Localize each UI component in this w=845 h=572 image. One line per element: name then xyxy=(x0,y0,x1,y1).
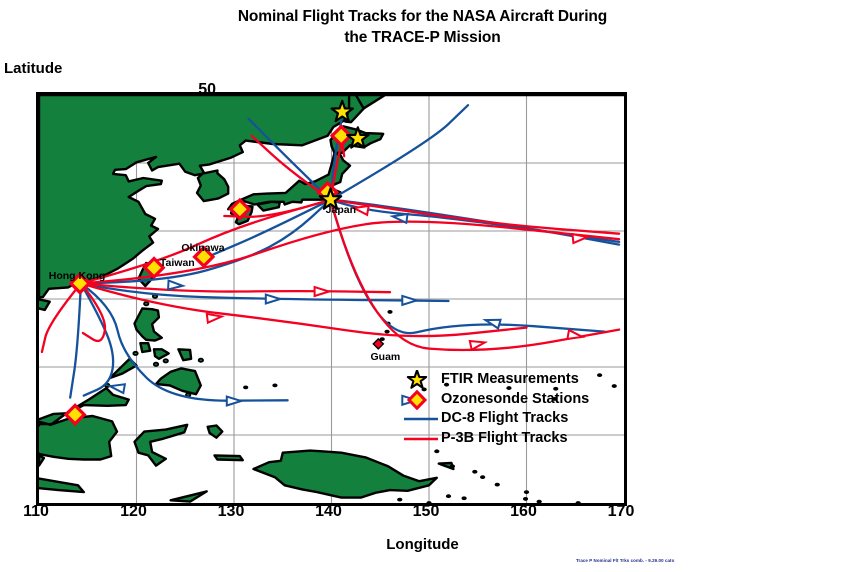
ozonesonde-station-marker xyxy=(142,256,166,280)
track-direction-arrow-icon xyxy=(167,279,187,291)
map-canvas: Japan Okinawa Taiwan Hong Kong Guam xyxy=(39,95,624,503)
y-axis-label: Latitude xyxy=(4,60,63,77)
legend-item: Ozonesonde Stations xyxy=(404,389,604,410)
map-plot-area: Japan Okinawa Taiwan Hong Kong Guam xyxy=(36,92,627,506)
track-direction-arrow-icon xyxy=(106,383,127,395)
credit-note: Trace P Nominal Flt Trks comb. - 9.29.00… xyxy=(576,558,675,563)
ozonesonde-station-marker xyxy=(68,271,92,295)
x-tick-120: 120 xyxy=(120,503,147,520)
ozonesonde-station-marker xyxy=(329,124,353,148)
ftir-measurement-marker xyxy=(330,99,354,123)
x-tick-110: 110 xyxy=(23,503,49,520)
station-markers-group xyxy=(63,99,385,427)
flight-track xyxy=(79,282,289,402)
flight-track xyxy=(247,117,332,201)
x-tick-140: 140 xyxy=(315,503,342,520)
legend-label: Ozonesonde Stations xyxy=(441,390,590,407)
star-icon xyxy=(404,370,438,390)
flight-track xyxy=(79,282,392,294)
page-title: Nominal Flight Tracks for the NASA Aircr… xyxy=(0,6,845,48)
legend: FTIR Measurements Ozonesonde Stations DC-8… xyxy=(404,370,604,448)
flight-track xyxy=(79,282,107,343)
x-tick-160: 160 xyxy=(510,503,537,520)
ftir-measurement-marker xyxy=(318,187,343,210)
ozonesonde-station-marker xyxy=(228,197,252,221)
track-direction-arrow-icon xyxy=(566,328,586,341)
legend-item: FTIR Measurements xyxy=(404,370,604,390)
map-svg xyxy=(39,95,624,503)
map-label-guam: Guam xyxy=(370,351,401,364)
legend-label: FTIR Measurements xyxy=(441,371,579,387)
line-icon xyxy=(404,409,438,429)
map-label-japan: Japan xyxy=(325,204,356,217)
track-direction-arrow-icon xyxy=(482,318,502,330)
flight-track xyxy=(329,198,621,352)
track-direction-arrow-icon xyxy=(313,285,333,298)
flight-track xyxy=(79,282,528,338)
track-direction-arrow-icon xyxy=(389,212,409,225)
diamond-icon xyxy=(404,389,438,410)
map-label-okinawa: Okinawa xyxy=(181,241,225,254)
track-direction-arrow-icon xyxy=(401,294,421,307)
legend-item: DC-8 Flight Tracks xyxy=(404,409,604,429)
track-direction-arrow-icon xyxy=(468,339,489,352)
x-tick-150: 150 xyxy=(412,503,440,520)
x-tick-170: 170 xyxy=(607,503,635,520)
track-direction-arrow-icon xyxy=(225,395,245,407)
ozonesonde-station-marker xyxy=(63,403,87,427)
legend-label: P-3B Flight Tracks xyxy=(441,429,568,446)
x-axis-label: Longitude xyxy=(386,536,459,553)
ftir-measurement-marker xyxy=(346,126,370,149)
track-direction-arrow-icon xyxy=(350,204,370,217)
track-direction-arrow-icon xyxy=(571,232,591,245)
ozonesonde-station-marker xyxy=(192,245,216,269)
flight-track xyxy=(69,282,83,399)
legend-item: P-3B Flight Tracks xyxy=(404,429,604,449)
map-label-taiwan: Taiwan xyxy=(159,257,195,270)
ozonesonde-station-marker xyxy=(372,337,385,350)
flight-track xyxy=(211,198,332,256)
flight-track xyxy=(79,198,332,285)
line-icon xyxy=(404,429,438,449)
track-direction-arrow-icon xyxy=(264,293,284,305)
map-label-hong-kong: Hong Kong xyxy=(48,269,106,282)
title-line-2: the TRACE-P Mission xyxy=(344,29,501,46)
legend-label: DC-8 Flight Tracks xyxy=(441,410,569,426)
flight-track xyxy=(79,282,115,397)
flight-track xyxy=(329,104,470,201)
title-line-1: Nominal Flight Tracks for the NASA Aircr… xyxy=(237,8,608,25)
flight-tracks-group xyxy=(40,104,621,407)
flight-track xyxy=(329,143,346,201)
flight-track xyxy=(223,198,332,218)
flight-track xyxy=(250,134,332,201)
x-tick-130: 130 xyxy=(217,503,245,520)
track-direction-arrow-icon xyxy=(205,312,225,325)
flight-track xyxy=(79,220,621,285)
flight-track xyxy=(329,198,621,235)
flight-track xyxy=(40,282,83,354)
